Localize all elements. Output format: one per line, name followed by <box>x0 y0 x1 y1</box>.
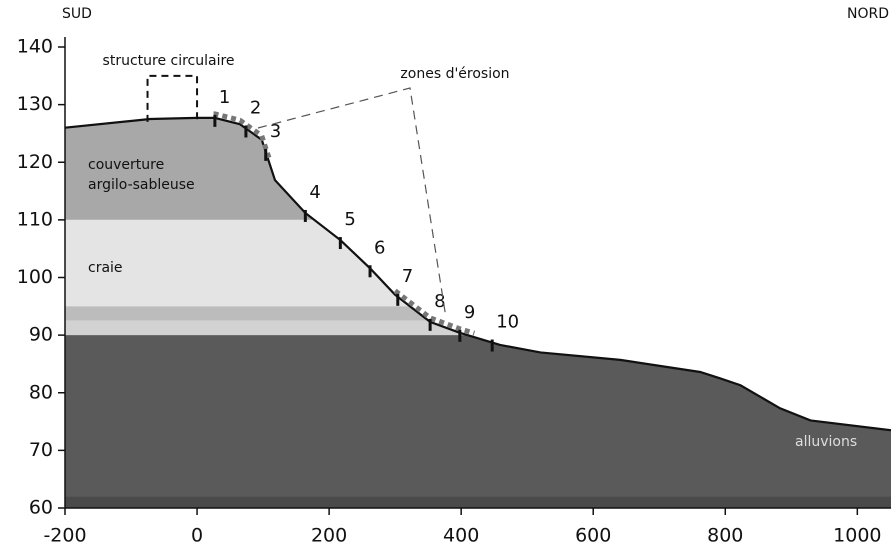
layer <box>65 306 891 320</box>
y-tick-label: 80 <box>29 381 53 403</box>
marker-label: 9 <box>464 302 475 323</box>
erosion-label: zones d'érosion <box>400 66 509 82</box>
layer-label: craie <box>88 260 123 276</box>
y-tick-label: 70 <box>29 439 53 461</box>
x-tick-label: -200 <box>43 525 86 547</box>
marker-label: 8 <box>434 291 445 312</box>
x-tick-label: 400 <box>443 525 479 547</box>
y-tick-label: 140 <box>17 36 53 58</box>
marker-label: 6 <box>374 237 385 258</box>
structure-outline <box>148 76 198 122</box>
chart: couverture argilo-sableuse craie alluvions s… <box>0 0 891 554</box>
y-tick-label: 60 <box>29 497 53 519</box>
x-tick-label: 200 <box>311 525 347 547</box>
x-tick-label: 600 <box>575 525 611 547</box>
x-tick-label: 800 <box>707 525 743 547</box>
y-tick-label: 120 <box>17 151 53 173</box>
page: couverture argilo-sableuse craie alluvions s… <box>0 0 891 554</box>
x-tick-label: 1000 <box>833 525 881 547</box>
layer <box>65 335 891 496</box>
y-tick-label: 110 <box>17 208 53 230</box>
layers <box>65 116 891 508</box>
y-tick-label: 100 <box>17 266 53 288</box>
south-label: SUD <box>62 6 92 22</box>
north-label: NORD <box>847 6 889 22</box>
marker-label: 10 <box>496 312 519 333</box>
marker-label: 4 <box>309 182 320 203</box>
layer <box>65 321 891 335</box>
structure-label: structure circulaire <box>103 53 235 69</box>
layer-label: alluvions <box>795 434 857 450</box>
y-tick-label: 130 <box>17 93 53 115</box>
marker-label: 1 <box>219 87 230 108</box>
x-tick-label: 0 <box>191 525 203 547</box>
marker-label: 2 <box>250 97 261 118</box>
marker-label: 7 <box>402 266 413 287</box>
layer-label: argilo-sableuse <box>88 177 195 193</box>
marker-label: 5 <box>344 209 355 230</box>
layer-label: couverture <box>88 157 164 173</box>
layer <box>65 496 891 508</box>
y-tick-label: 90 <box>29 324 53 346</box>
layer <box>65 116 891 220</box>
layer <box>65 220 891 306</box>
